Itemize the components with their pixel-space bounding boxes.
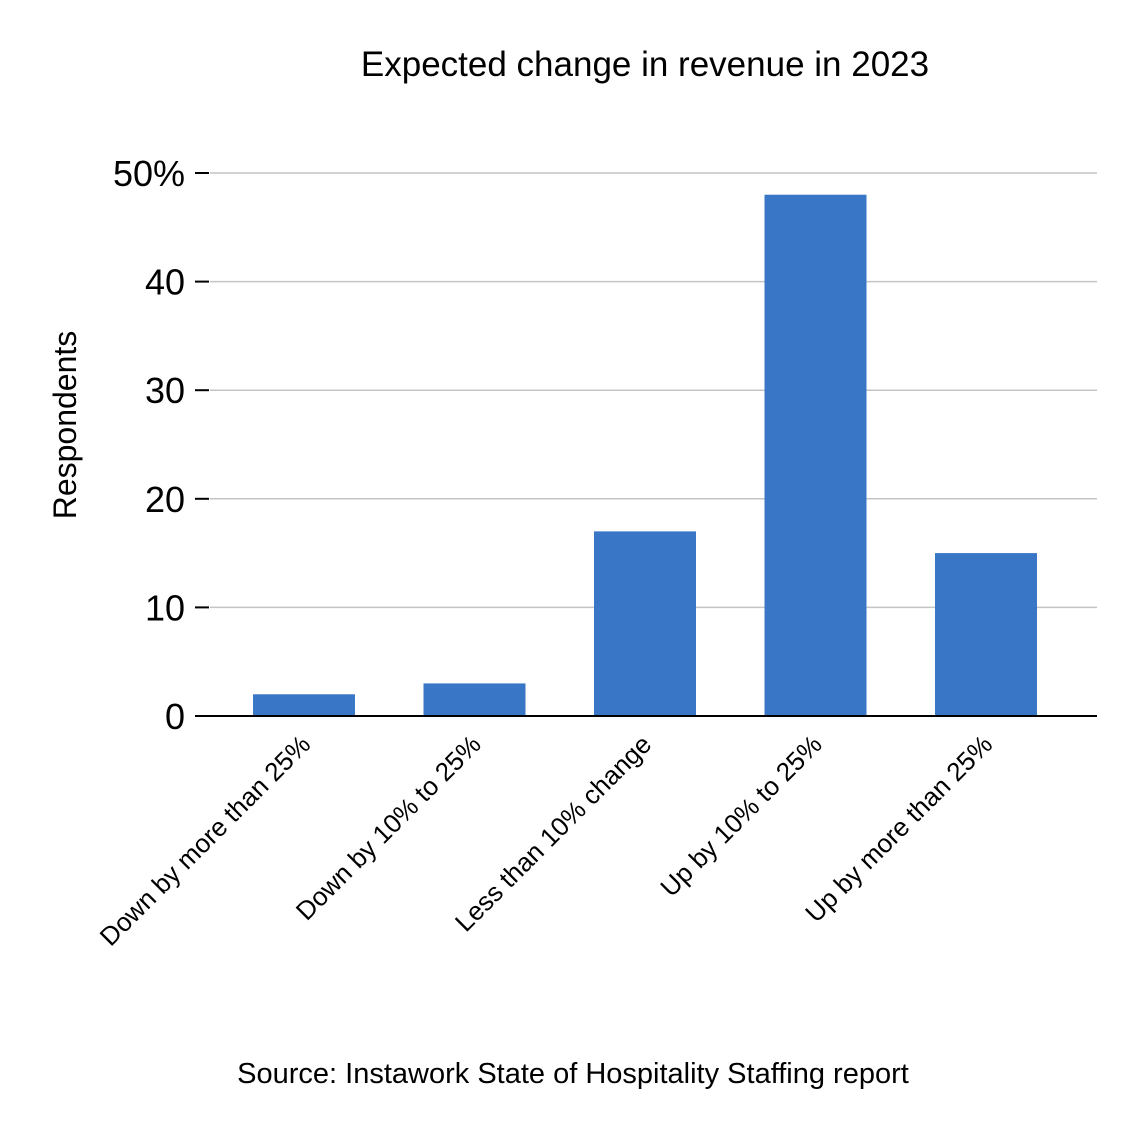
y-tick-label: 30: [145, 370, 185, 411]
y-axis-ticks: 0 10 20 30 40 50%: [113, 153, 209, 737]
bar: [594, 531, 696, 716]
x-tick-label: Down by 10% to 25%: [290, 729, 487, 926]
bar: [253, 694, 355, 716]
source-note: Source: Instawork State of Hospitality S…: [237, 1058, 909, 1090]
y-tick-label: 40: [145, 262, 185, 303]
y-axis-label: Respondents: [47, 331, 83, 520]
chart-title: Expected change in revenue in 2023: [361, 45, 929, 84]
x-axis-ticks: Down by more than 25%Down by 10% to 25%L…: [94, 729, 999, 952]
bar: [423, 683, 526, 716]
x-tick-label: Less than 10% change: [449, 729, 657, 937]
x-tick-label: Up by more than 25%: [799, 729, 998, 928]
bar: [764, 194, 867, 717]
y-tick-label: 20: [145, 479, 185, 520]
y-tick-label: 50%: [113, 153, 185, 194]
y-tick-label: 10: [145, 587, 185, 628]
x-tick-label: Down by more than 25%: [94, 729, 317, 952]
bars: [253, 194, 1037, 717]
y-tick-label: 0: [165, 696, 185, 737]
bar: [935, 553, 1037, 716]
x-tick-label: Up by 10% to 25%: [654, 729, 827, 902]
